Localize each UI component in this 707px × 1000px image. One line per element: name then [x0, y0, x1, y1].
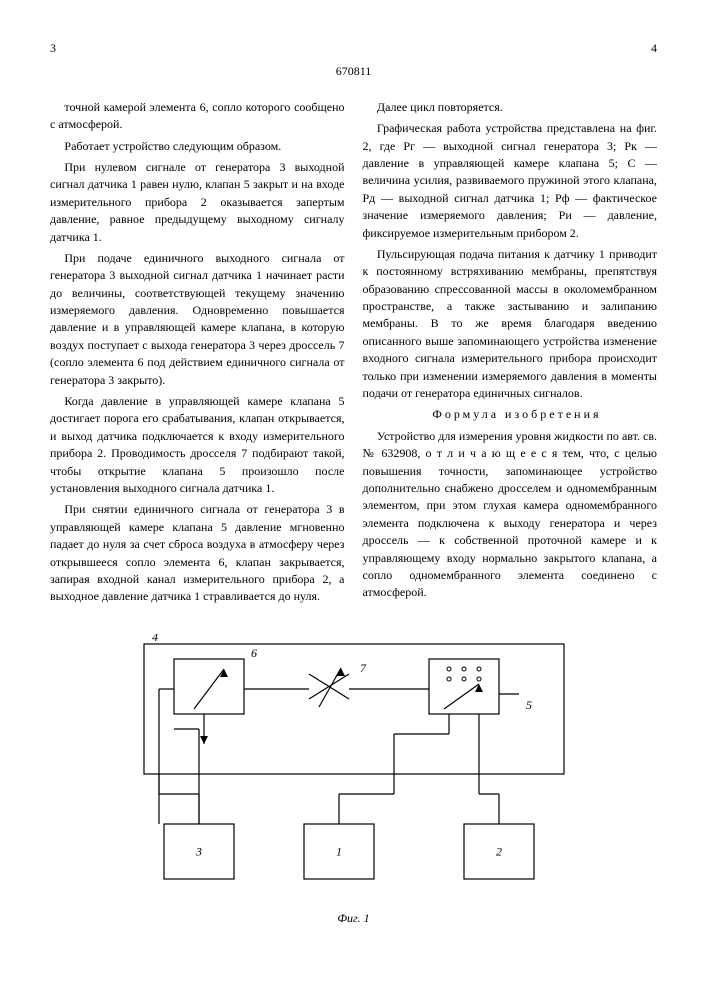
right-column: Далее цикл повторяется. Графическая рабо…: [363, 99, 658, 610]
svg-text:7: 7: [360, 661, 367, 675]
page-num-right: 4: [651, 40, 657, 57]
svg-text:5: 5: [526, 698, 532, 712]
figure-1: 4 6 7 5 3 1 2 Фиг. 1: [50, 634, 657, 927]
left-column: точной камерой элемента 6, сопло которог…: [50, 99, 345, 610]
svg-text:6: 6: [251, 646, 257, 660]
text-columns: точной камерой элемента 6, сопло которог…: [50, 99, 657, 610]
para: Пульсирующая подача питания к датчику 1 …: [363, 246, 658, 403]
svg-text:1: 1: [336, 844, 342, 858]
para: Далее цикл повторяется.: [363, 99, 658, 116]
page-num-left: 3: [50, 40, 56, 57]
para: При снятии единичного сигнала от генерат…: [50, 501, 345, 605]
doc-number: 670811: [50, 63, 657, 80]
svg-text:2: 2: [496, 844, 502, 858]
para: Графическая работа устройства представле…: [363, 120, 658, 242]
svg-text:3: 3: [195, 844, 202, 858]
para: Работает устройство следующим образом.: [50, 138, 345, 155]
figure-label: Фиг. 1: [50, 910, 657, 927]
formula-title: Формула изобретения: [363, 406, 658, 423]
para: Когда давление в управляющей камере клап…: [50, 393, 345, 497]
para: При подаче единичного выходного сигнала …: [50, 250, 345, 389]
para: точной камерой элемента 6, сопло которог…: [50, 99, 345, 134]
para: При нулевом сигнале от генератора 3 выхо…: [50, 159, 345, 246]
para: Устройство для измерения уровня жидкости…: [363, 428, 658, 602]
schematic-diagram: 4 6 7 5 3 1 2: [134, 634, 574, 904]
svg-text:4: 4: [152, 634, 158, 644]
